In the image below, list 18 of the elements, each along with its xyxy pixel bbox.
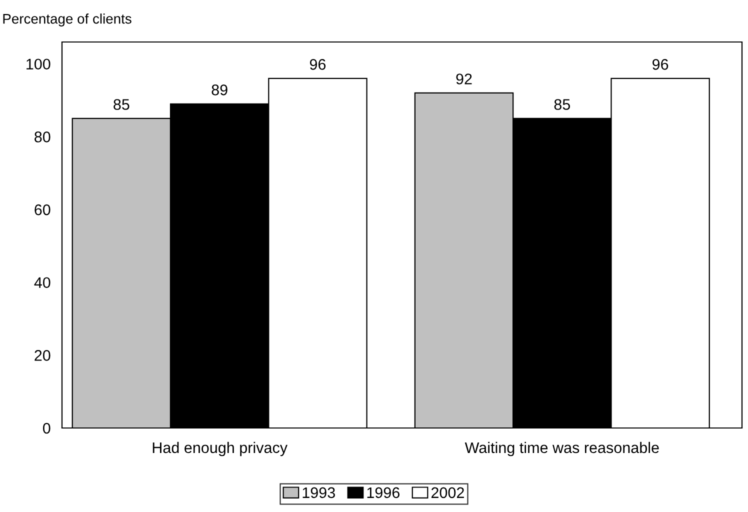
data-label: 89 bbox=[212, 84, 228, 96]
legend-label: 1996 bbox=[367, 487, 400, 498]
legend-label: 2002 bbox=[431, 487, 464, 498]
data-label: 85 bbox=[554, 99, 570, 110]
y-axis-title: Percentage of clients bbox=[3, 14, 132, 26]
data-label: 96 bbox=[652, 59, 668, 70]
x-tick-label: Had enough privacy bbox=[152, 442, 288, 456]
legend-label: 1993 bbox=[302, 487, 335, 498]
y-tick-label: 60 bbox=[34, 204, 50, 216]
y-tick-label: 40 bbox=[34, 277, 50, 288]
y-tick-label: 20 bbox=[34, 350, 50, 361]
data-label: 85 bbox=[114, 99, 130, 110]
y-tick-label: 100 bbox=[26, 58, 50, 70]
y-tick-label: 0 bbox=[42, 422, 50, 434]
y-tick-label: 80 bbox=[34, 132, 50, 142]
data-label: 92 bbox=[456, 74, 472, 84]
data-label: 96 bbox=[310, 59, 326, 70]
x-tick-label: Waiting time was reasonable bbox=[464, 442, 659, 456]
